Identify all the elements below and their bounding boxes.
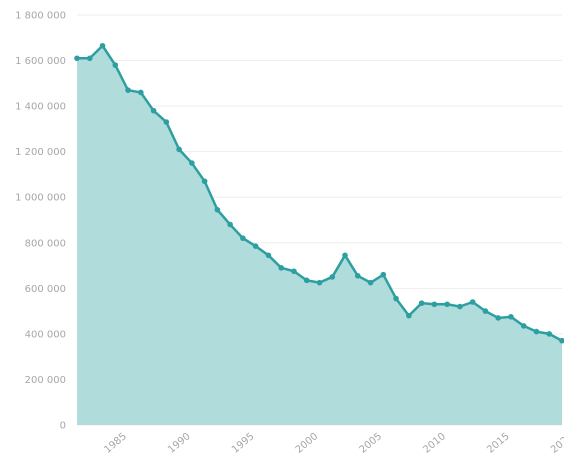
data-point: [227, 221, 233, 228]
y-tick-label: 800 000: [25, 238, 66, 249]
data-point: [380, 271, 387, 278]
data-point: [240, 235, 246, 242]
x-tick-label: 2015: [485, 431, 512, 456]
data-point: [176, 146, 182, 153]
data-point: [99, 42, 106, 49]
data-point: [278, 265, 285, 271]
data-point: [150, 107, 157, 114]
data-point: [138, 89, 144, 96]
data-point: [303, 277, 310, 284]
data-point: [291, 268, 297, 275]
data-points: [74, 42, 564, 344]
data-point: [342, 252, 348, 259]
data-point: [214, 206, 221, 213]
y-tick-label: 0: [60, 421, 66, 432]
y-tick-label: 1 600 000: [15, 56, 66, 67]
x-tick-label: 1990: [166, 431, 193, 456]
data-point: [316, 279, 323, 286]
x-tick-label: 1995: [230, 431, 257, 456]
data-point: [469, 299, 476, 305]
y-tick-label: 1 000 000: [15, 193, 66, 204]
data-point: [418, 300, 425, 306]
y-axis-ticks: 0 200 000 400 000 600 000 800 000 1 000 000 1 …: [15, 11, 66, 432]
data-point: [508, 314, 514, 320]
data-point: [252, 243, 259, 249]
x-tick-label: 2000: [294, 431, 321, 456]
y-tick-label: 1 400 000: [15, 102, 66, 113]
x-tick-label: 2005: [358, 431, 385, 456]
data-point: [559, 337, 564, 344]
data-point: [265, 252, 272, 259]
data-point: [329, 274, 336, 280]
data-point: [457, 303, 463, 310]
y-tick-label: 200 000: [25, 375, 66, 386]
data-point: [86, 55, 93, 62]
data-point: [533, 328, 540, 335]
x-tick-label: 1985: [102, 431, 129, 456]
data-point: [354, 273, 361, 279]
data-point: [546, 331, 553, 337]
data-point: [520, 323, 527, 329]
data-point: [444, 301, 450, 308]
y-tick-label: 1 200 000: [15, 147, 66, 158]
y-tick-label: 1 800 000: [15, 11, 66, 22]
y-tick-label: 600 000: [25, 284, 66, 295]
data-point: [393, 295, 399, 302]
data-point: [482, 308, 489, 314]
data-point: [495, 315, 501, 321]
data-point: [125, 87, 131, 93]
x-axis-ticks: 1985 1990 1995 2000 2005 2010 2015 2020: [102, 431, 564, 456]
data-point: [163, 119, 170, 125]
data-point: [406, 312, 412, 319]
data-point: [367, 279, 374, 286]
y-tick-label: 400 000: [25, 329, 66, 340]
data-point: [189, 160, 195, 166]
area-fill: [77, 45, 562, 425]
data-point: [201, 178, 208, 185]
data-point: [112, 62, 119, 68]
x-tick-label: 2020: [549, 431, 564, 456]
data-point: [74, 55, 80, 62]
data-point: [431, 301, 438, 308]
x-tick-label: 2010: [421, 431, 448, 456]
